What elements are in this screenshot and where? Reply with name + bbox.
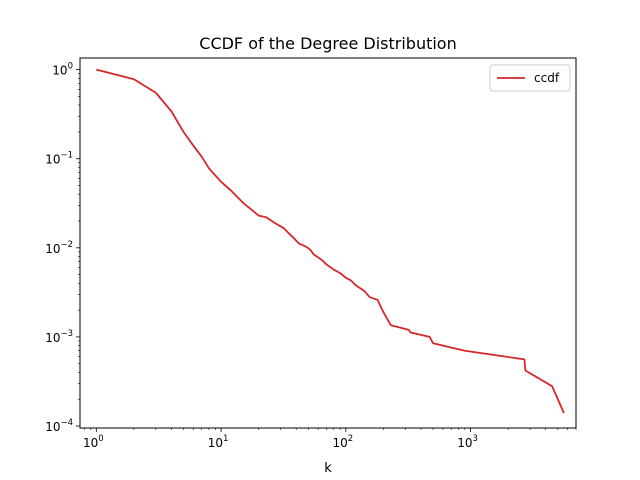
- series-layer: [96, 68, 565, 414]
- y-tick-label: 10−4: [45, 418, 73, 434]
- series-line-ccdf: [96, 68, 565, 414]
- x-tick-label: 103: [457, 434, 478, 450]
- legend-box: [489, 64, 571, 92]
- y-tick-label: 100: [52, 62, 73, 78]
- legend: ccdf: [489, 64, 571, 92]
- chart-title: CCDF of the Degree Distribution: [199, 34, 456, 53]
- y-tick-label: 10−1: [45, 151, 73, 167]
- y-tick-label: 10−3: [45, 329, 73, 345]
- x-axis-label: k: [324, 461, 332, 476]
- x-tick-label: 102: [332, 434, 353, 450]
- plot-area-frame: [79, 57, 577, 429]
- x-tick-label: 101: [208, 434, 229, 450]
- x-tick-label: 100: [83, 434, 104, 450]
- legend-label-ccdf: ccdf: [534, 71, 560, 85]
- y-tick-label: 10−2: [45, 240, 73, 256]
- tick-layer: 100 101 102 103 100 10−1 10−2 10−3 10−4: [45, 62, 577, 450]
